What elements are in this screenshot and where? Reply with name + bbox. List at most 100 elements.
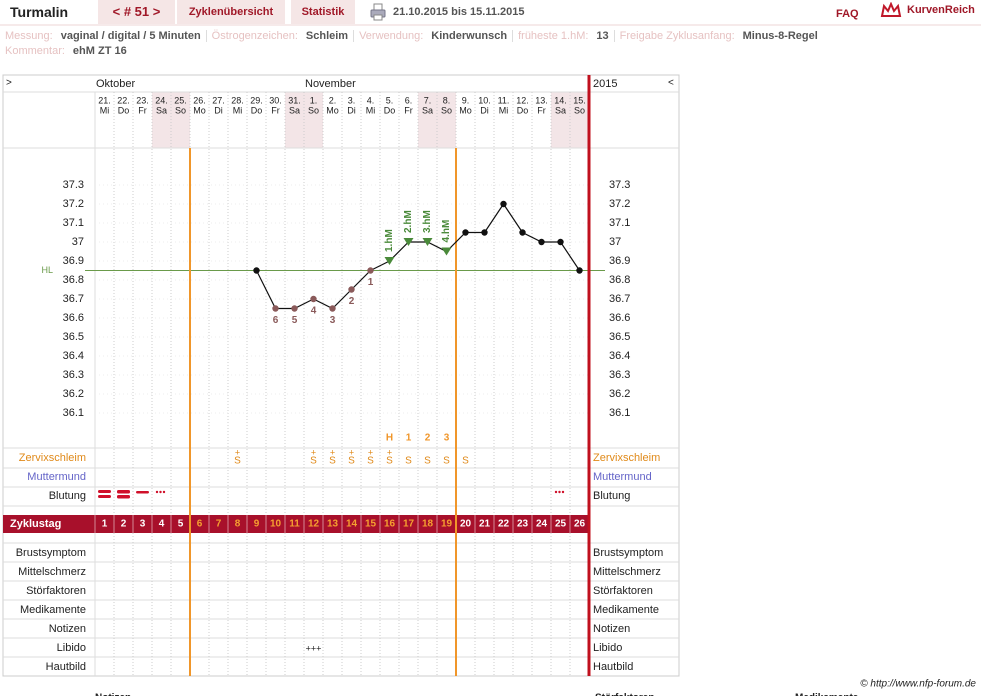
row-label: Blutung	[49, 490, 86, 502]
tab[interactable]: Statistik	[291, 0, 355, 24]
y-tick-label: 36.4	[609, 350, 630, 362]
hm-label: 4.hM	[441, 220, 452, 243]
print-icon[interactable]	[370, 3, 386, 21]
y-tick-label: 36.2	[63, 388, 84, 400]
profile-name: Turmalin	[10, 4, 69, 20]
temperature-point	[481, 229, 488, 236]
bleeding-dot	[155, 490, 159, 494]
row-label: Blutung	[593, 490, 630, 502]
row-label: Muttermund	[27, 471, 86, 483]
month-label: Oktober	[96, 78, 135, 90]
row-label: Medikamente	[593, 604, 659, 616]
faq-link[interactable]: FAQ	[836, 8, 859, 20]
row-label: Brustsymptom	[16, 547, 86, 559]
mucus-plus: +	[387, 447, 392, 457]
temperature-point	[310, 295, 317, 303]
weekday-label: Sa	[555, 105, 566, 115]
date-label: 24.	[155, 95, 168, 105]
field-value: Kinderwunsch	[431, 30, 508, 42]
row-label: Notizen	[49, 623, 86, 635]
y-tick-label: 36.8	[63, 274, 84, 286]
weekday-label: Sa	[156, 105, 167, 115]
weekday-label: Sa	[289, 105, 300, 115]
date-label: 5.	[386, 95, 394, 105]
row-label: Mittelschmerz	[18, 566, 86, 578]
temperature-point	[367, 267, 374, 274]
temperature-point	[519, 229, 526, 236]
temperature-point	[253, 267, 260, 274]
cycle-bar	[3, 515, 589, 533]
field-label: früheste 1.hM:	[518, 30, 589, 42]
y-tick-label: 36.6	[609, 312, 630, 324]
weekday-label: Fr	[271, 105, 280, 115]
weekend-shade	[285, 92, 304, 148]
y-tick-label: 37.1	[63, 217, 84, 229]
bleeding-symbols	[98, 490, 565, 499]
info-field: Messung: vaginal / digital / 5 Minuten	[5, 30, 201, 42]
row-label: Mittelschmerz	[593, 566, 661, 578]
temperature-point	[329, 305, 336, 312]
weekday-label: Fr	[537, 105, 546, 115]
mucus-symbol: S	[234, 456, 241, 467]
tab[interactable]: Zyklenübersicht	[177, 0, 285, 24]
date-label: 29.	[250, 95, 263, 105]
cycle-day: 2	[121, 519, 127, 530]
date-label: 13.	[535, 95, 548, 105]
date-label: 23.	[136, 95, 149, 105]
cycle-day: 14	[346, 519, 358, 530]
temperature-point	[557, 238, 564, 246]
weekend-shade	[152, 92, 171, 148]
peak-label: H	[386, 433, 393, 444]
y-tick-label: 36.4	[63, 350, 84, 362]
peak-label: 1	[406, 433, 412, 444]
weekend-shade	[551, 92, 570, 148]
field-value: Schleim	[305, 30, 349, 42]
weekday-label: Di	[480, 105, 489, 115]
y-tick-label: 36.7	[63, 293, 84, 305]
weekday-label: Mi	[499, 105, 509, 115]
mucus-symbol: S	[443, 456, 450, 467]
mucus-symbol: S	[424, 456, 431, 467]
weekday-label: Fr	[404, 105, 413, 115]
date-label: 15.	[573, 95, 586, 105]
field-label: Östrogenzeichen:	[211, 30, 298, 42]
mucus-plus: +	[311, 447, 316, 457]
y-tick-label: 36.3	[63, 369, 84, 381]
field-value: Minus-8-Regel	[742, 30, 818, 42]
y-tick-label: 36.1	[63, 407, 84, 419]
cycle-day: 19	[441, 519, 453, 530]
bleeding-dot	[561, 490, 565, 494]
brand-logo	[880, 2, 902, 17]
point-label: 3	[330, 315, 336, 326]
cycle-nav[interactable]: < # 51 >	[98, 0, 175, 24]
field-value: ehM ZT 16	[72, 45, 127, 57]
copyright: © http://www.nfp-forum.de	[860, 679, 976, 690]
bleeding-mark	[117, 495, 130, 499]
mucus-symbol: S	[462, 456, 469, 467]
y-tick-label: 37.3	[63, 179, 84, 191]
weekday-label: Do	[517, 105, 529, 115]
point-label: 2	[349, 296, 355, 307]
hm-point	[384, 257, 395, 265]
hm-point	[441, 247, 452, 256]
y-tick-label: 36.7	[609, 293, 630, 305]
date-label: 27.	[212, 95, 225, 105]
temperature-point	[348, 286, 355, 293]
y-tick-label: 36.3	[609, 369, 630, 381]
footer-section: Störfaktoren	[595, 693, 654, 696]
hm-label: 2.hM	[403, 210, 414, 233]
hl-label: HL	[41, 265, 53, 275]
temperature-point	[462, 229, 469, 236]
y-tick-label: 36.8	[609, 274, 630, 286]
date-label: 26.	[193, 95, 206, 105]
date-label: 11.	[498, 95, 510, 105]
mucus-symbol: S	[405, 456, 412, 467]
info-field: früheste 1.hM: 13	[512, 30, 609, 42]
mucus-symbol: S	[348, 456, 355, 467]
year-label: 2015	[593, 78, 617, 90]
field-label: Kommentar:	[5, 45, 65, 57]
brand-link[interactable]: KurvenReich	[907, 4, 975, 16]
y-tick-label: 36.5	[63, 331, 84, 343]
weekday-label: Mi	[366, 105, 376, 115]
